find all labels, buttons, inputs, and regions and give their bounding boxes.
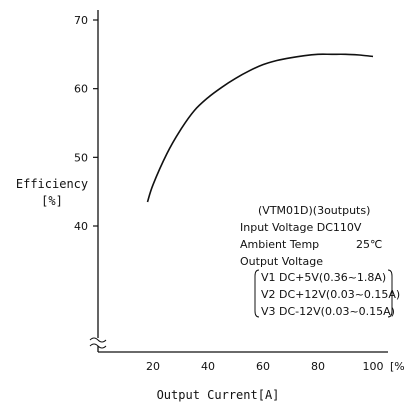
x-tick-label: 40 [201, 360, 215, 373]
x-tick-label: 60 [256, 360, 270, 373]
x-tick-label: 80 [311, 360, 325, 373]
note-output-v2: V2 DC+12V(0.03~0.15A) [261, 288, 400, 301]
note-input-voltage: Input Voltage DC110V [240, 221, 362, 234]
note-output-v1: V1 DC+5V(0.36~1.8A) [261, 271, 386, 284]
x-tick-label: 20 [146, 360, 160, 373]
y-axis-title-line1: Efficiency [16, 177, 88, 191]
y-tick-label: 40 [74, 220, 88, 233]
conditions-note: (VTM01D)(3outputs) Input Voltage DC110V … [240, 204, 400, 318]
x-axis-title: Output Current[A] [157, 388, 280, 402]
efficiency-curve [146, 53, 374, 203]
x-ticks: 20 40 60 80 100 [146, 360, 384, 373]
note-output-v3: V3 DC-12V(0.03~0.15A) [261, 305, 395, 318]
axis-break-mark [89, 337, 107, 349]
y-tick-label: 50 [74, 151, 88, 164]
y-tick-label: 60 [74, 83, 88, 96]
note-model: (VTM01D)(3outputs) [258, 204, 370, 217]
outputs-bracket-right [387, 269, 393, 318]
note-output-voltage: Output Voltage [240, 255, 323, 268]
y-tick-label: 70 [74, 14, 88, 27]
note-ambient-temp-value: 25℃ [356, 238, 382, 251]
note-ambient-temp-label: Ambient Temp [240, 238, 319, 251]
outputs-bracket-left [254, 269, 260, 318]
x-axis-unit: [% [390, 360, 404, 373]
y-axis-title-line2: [%] [41, 194, 63, 208]
x-tick-label: 100 [363, 360, 384, 373]
y-ticks: 40 50 60 70 [74, 14, 98, 233]
